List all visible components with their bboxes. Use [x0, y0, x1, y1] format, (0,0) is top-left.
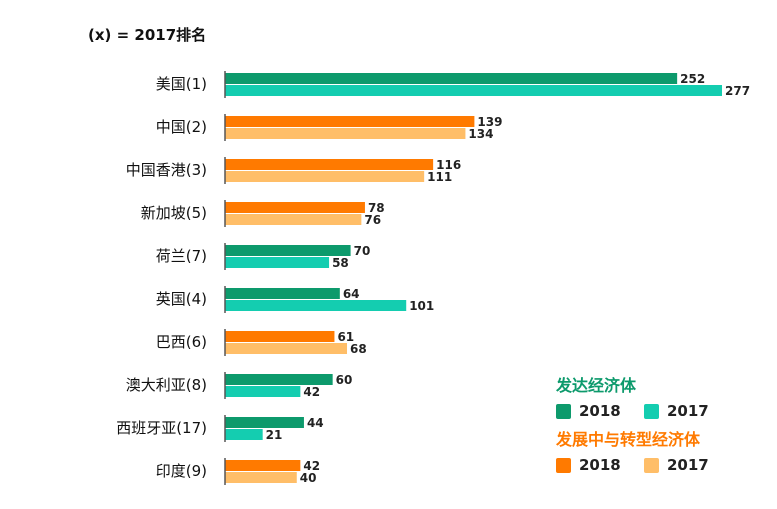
legend-title-developed: 发达经济体 — [556, 376, 637, 395]
data-label: 111 — [427, 170, 452, 184]
data-label: 44 — [307, 416, 324, 430]
data-label: 252 — [680, 72, 705, 86]
legend-title-developing: 发展中与转型经济体 — [556, 430, 701, 449]
data-label: 76 — [364, 213, 381, 227]
bar-2017 — [225, 171, 425, 182]
legend-label: 2017 — [667, 402, 709, 420]
category-label: 中国香港(3) — [126, 161, 207, 179]
bar-2018 — [225, 73, 678, 84]
legend: 发达经济体 2018 2017 发展中与转型经济体 2018 2017 — [556, 372, 724, 480]
data-label: 70 — [354, 244, 371, 258]
bar-2017 — [225, 128, 466, 139]
data-label: 40 — [300, 471, 317, 485]
bar-2018 — [225, 245, 351, 256]
data-label: 61 — [337, 330, 354, 344]
bar-2017 — [225, 85, 722, 96]
bar-2018 — [225, 159, 434, 170]
bar-2017 — [225, 472, 297, 483]
bar-2018 — [225, 417, 304, 428]
category-label: 美国(1) — [156, 75, 207, 93]
data-label: 64 — [343, 287, 360, 301]
rank-note: (x) = 2017排名 — [88, 26, 207, 44]
data-label: 58 — [332, 256, 349, 270]
category-label: 英国(4) — [156, 290, 207, 308]
bar-2018 — [225, 288, 340, 299]
data-label: 139 — [477, 115, 502, 129]
bar-2018 — [225, 202, 365, 213]
data-label: 101 — [409, 299, 434, 313]
data-label: 116 — [436, 158, 461, 172]
bar-2018 — [225, 460, 301, 471]
legend-item-developing-2018: 2018 — [556, 456, 636, 474]
legend-label: 2018 — [579, 402, 621, 420]
bar-2017 — [225, 386, 301, 397]
bar-2017 — [225, 214, 362, 225]
data-label: 134 — [468, 127, 493, 141]
legend-swatch — [644, 457, 659, 473]
data-label: 42 — [303, 385, 320, 399]
legend-item-developing-2017: 2017 — [644, 456, 724, 474]
bar-2017 — [225, 300, 407, 311]
category-label: 巴西(6) — [156, 333, 207, 351]
legend-label: 2017 — [667, 456, 709, 474]
category-label: 印度(9) — [156, 462, 207, 480]
legend-label: 2018 — [579, 456, 621, 474]
data-label: 42 — [303, 459, 320, 473]
bar-2017 — [225, 429, 263, 440]
category-label: 澳大利亚(8) — [126, 376, 207, 394]
legend-swatch — [556, 403, 571, 419]
data-label: 277 — [725, 84, 750, 98]
legend-swatch — [644, 403, 659, 419]
legend-swatch — [556, 457, 571, 473]
category-label: 中国(2) — [156, 118, 207, 136]
bar-2018 — [225, 116, 475, 127]
legend-item-developed-2017: 2017 — [644, 402, 724, 420]
bar-2018 — [225, 374, 333, 385]
category-label: 荷兰(7) — [156, 247, 207, 265]
bar-2017 — [225, 257, 330, 268]
bar-2018 — [225, 331, 335, 342]
data-label: 60 — [336, 373, 353, 387]
data-label: 78 — [368, 201, 385, 215]
legend-item-developed-2018: 2018 — [556, 402, 636, 420]
category-label: 西班牙亚(17) — [116, 419, 207, 437]
category-label: 新加坡(5) — [141, 204, 207, 222]
data-label: 68 — [350, 342, 367, 356]
bar-2017 — [225, 343, 348, 354]
data-label: 21 — [266, 428, 283, 442]
